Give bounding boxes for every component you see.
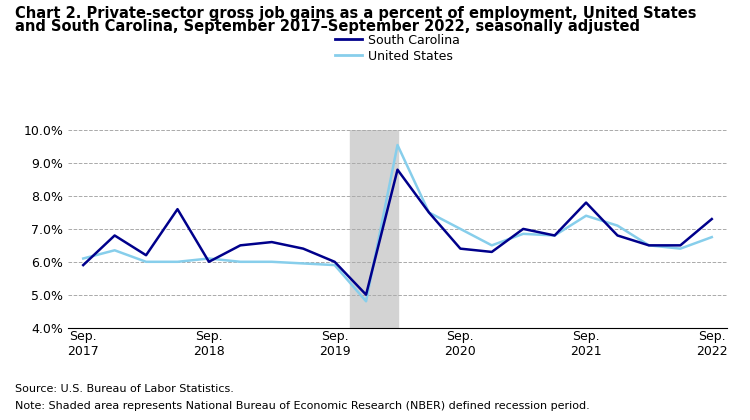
- Legend: South Carolina, United States: South Carolina, United States: [334, 34, 460, 63]
- Bar: [350, 130, 398, 328]
- Text: and South Carolina, September 2017–September 2022, seasonally adjusted: and South Carolina, September 2017–Septe…: [15, 19, 640, 34]
- Text: Source: U.S. Bureau of Labor Statistics.: Source: U.S. Bureau of Labor Statistics.: [15, 384, 234, 394]
- Text: Chart 2. Private-sector gross job gains as a percent of employment, United State: Chart 2. Private-sector gross job gains …: [15, 6, 697, 21]
- Text: Note: Shaded area represents National Bureau of Economic Research (NBER) defined: Note: Shaded area represents National Bu…: [15, 401, 590, 411]
